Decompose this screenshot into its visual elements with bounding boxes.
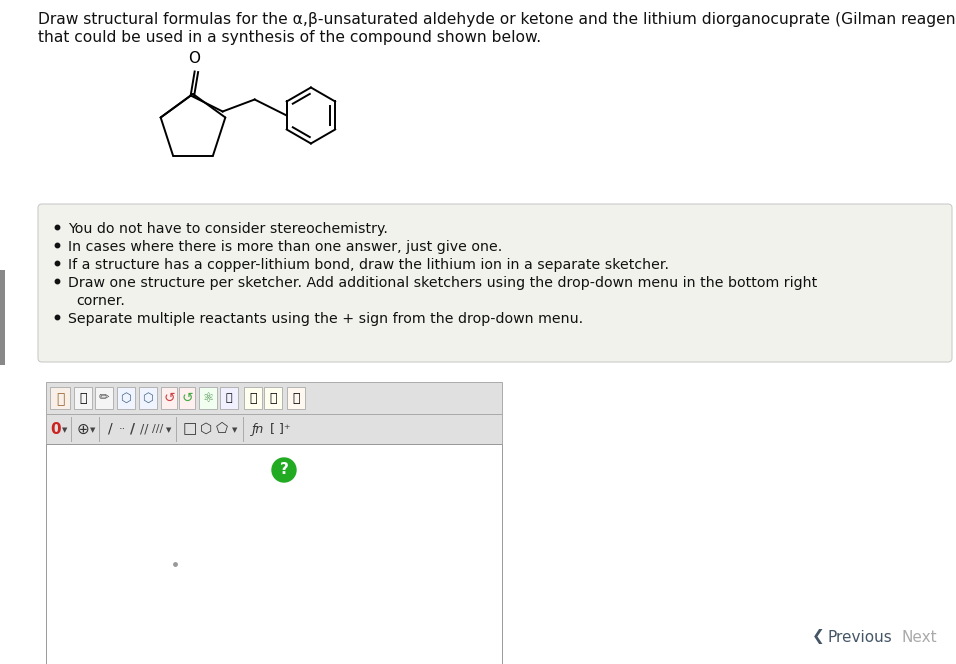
Text: ⬡: ⬡ — [142, 392, 153, 404]
Text: Next: Next — [902, 629, 938, 645]
Text: □: □ — [183, 422, 197, 436]
Bar — [50, 387, 70, 409]
Text: 📷: 📷 — [226, 393, 232, 403]
Text: 0: 0 — [51, 422, 61, 436]
Text: [ ]⁺: [ ]⁺ — [270, 422, 291, 436]
Bar — [74, 387, 92, 409]
Bar — [0, 270, 5, 365]
Text: Separate multiple reactants using the + sign from the drop-down menu.: Separate multiple reactants using the + … — [68, 312, 583, 326]
Text: //: // — [140, 422, 148, 436]
Text: Previous: Previous — [828, 629, 893, 645]
Text: 🗒: 🗒 — [79, 392, 87, 404]
Text: ↺: ↺ — [182, 391, 193, 405]
Text: O: O — [187, 52, 200, 66]
Text: ▼: ▼ — [166, 427, 172, 433]
Text: In cases where there is more than one answer, just give one.: In cases where there is more than one an… — [68, 240, 502, 254]
Bar — [220, 387, 238, 409]
Text: ▼: ▼ — [232, 427, 238, 433]
Text: Draw structural formulas for the α,β-unsaturated aldehyde or ketone and the lith: Draw structural formulas for the α,β-uns… — [38, 12, 956, 27]
Bar — [46, 444, 502, 664]
Text: ··: ·· — [119, 424, 125, 434]
Bar — [244, 387, 262, 409]
Bar — [46, 414, 502, 444]
Text: ❮: ❮ — [813, 629, 825, 645]
Text: ▼: ▼ — [62, 427, 68, 433]
Text: 🎨: 🎨 — [293, 392, 300, 404]
Text: /: / — [108, 422, 112, 436]
Bar — [161, 387, 177, 409]
Text: ⬡: ⬡ — [200, 422, 212, 436]
FancyBboxPatch shape — [38, 204, 952, 362]
Text: 🔍: 🔍 — [250, 392, 257, 404]
Text: You do not have to consider stereochemistry.: You do not have to consider stereochemis… — [68, 222, 388, 236]
Text: ↺: ↺ — [163, 391, 175, 405]
Circle shape — [272, 458, 296, 482]
Text: Draw one structure per sketcher. Add additional sketchers using the drop-down me: Draw one structure per sketcher. Add add… — [68, 276, 817, 290]
Bar — [179, 387, 195, 409]
Text: ?: ? — [279, 463, 289, 477]
Bar — [199, 387, 217, 409]
Bar — [95, 387, 113, 409]
Bar — [264, 387, 282, 409]
Text: ⬡: ⬡ — [120, 392, 131, 404]
Bar — [117, 387, 135, 409]
Text: 🔎: 🔎 — [270, 392, 276, 406]
Text: /: / — [130, 422, 136, 436]
Text: ⊕: ⊕ — [76, 422, 89, 436]
Text: ///: /// — [152, 424, 163, 434]
Text: ⬠: ⬠ — [216, 422, 228, 436]
Bar — [287, 387, 305, 409]
Text: ƒn: ƒn — [251, 422, 264, 436]
Text: If a structure has a copper-lithium bond, draw the lithium ion in a separate ske: If a structure has a copper-lithium bond… — [68, 258, 669, 272]
Text: that could be used in a synthesis of the compound shown below.: that could be used in a synthesis of the… — [38, 30, 541, 45]
Text: corner.: corner. — [76, 294, 125, 308]
Bar — [46, 382, 502, 414]
Bar — [139, 387, 157, 409]
Text: ⚛: ⚛ — [203, 392, 213, 404]
Text: ✏: ✏ — [98, 392, 109, 404]
Text: ✋: ✋ — [55, 392, 64, 406]
Text: ▼: ▼ — [90, 427, 96, 433]
